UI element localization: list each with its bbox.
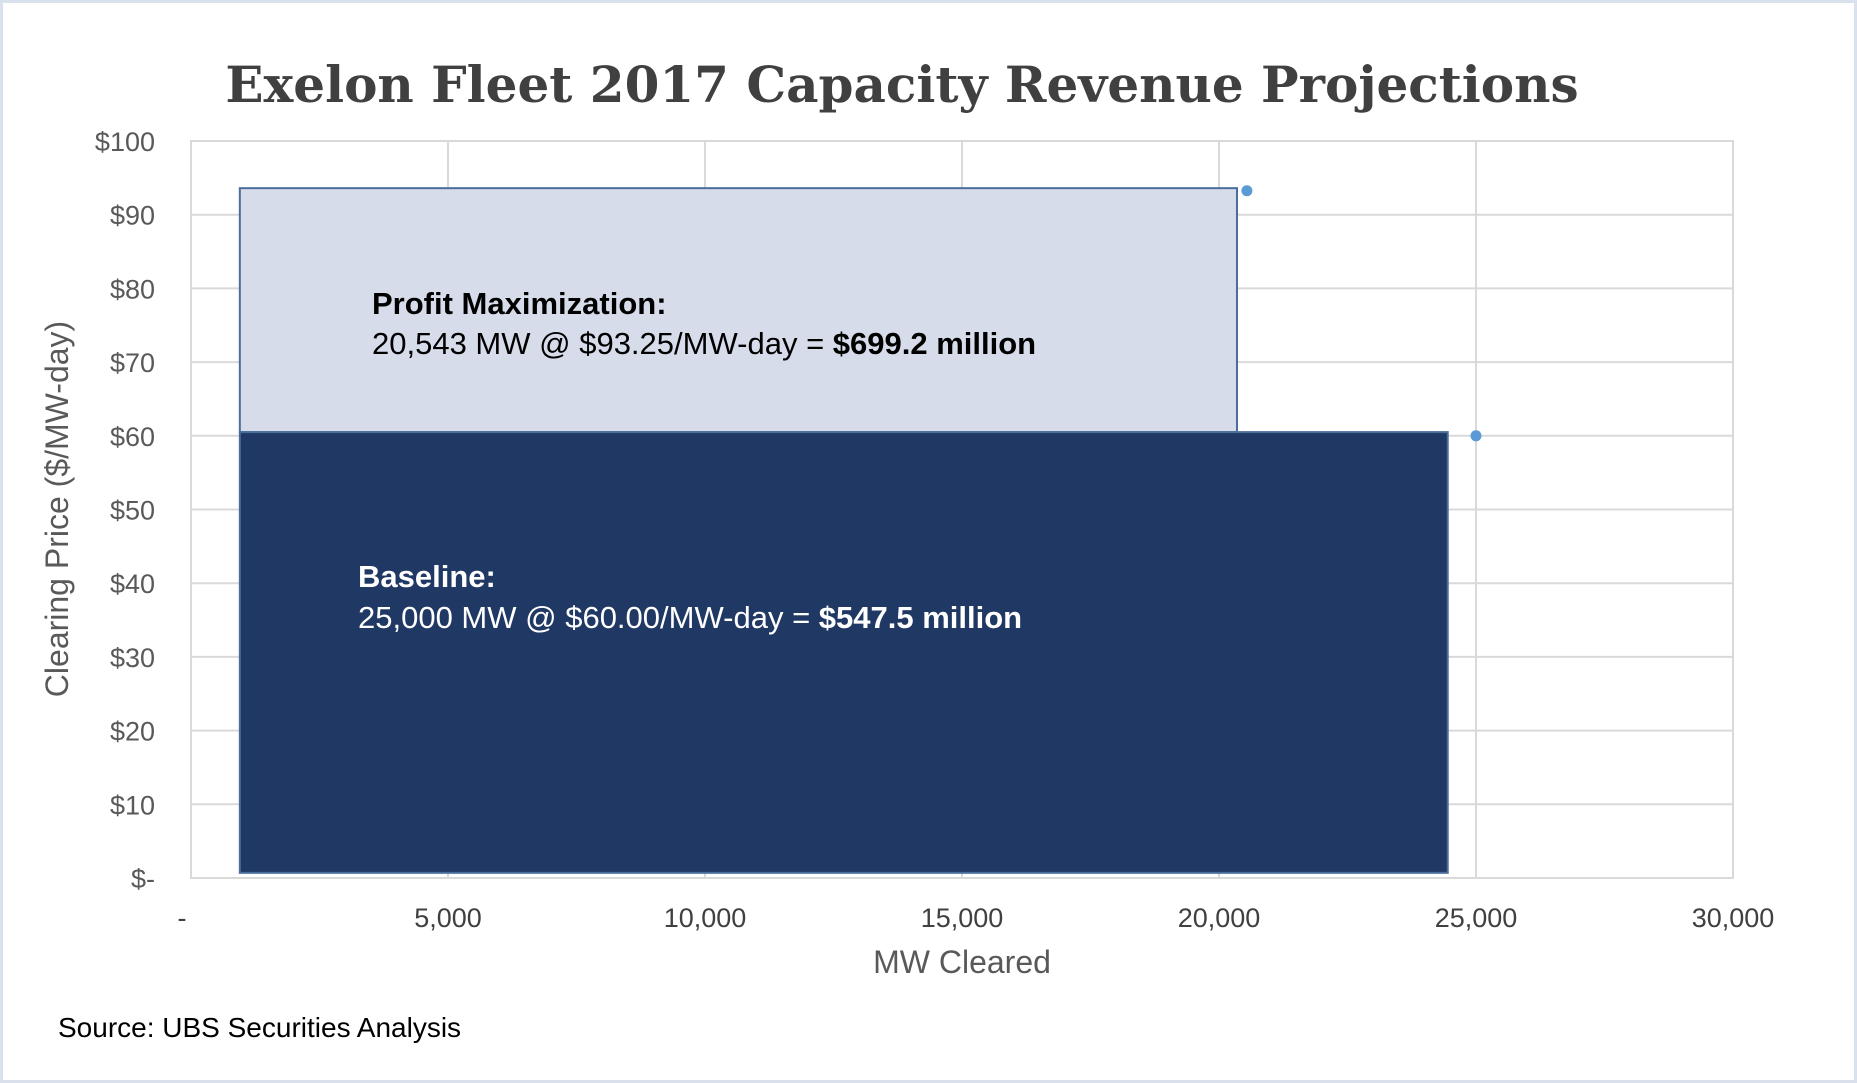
- x-tick-label: 15,000: [921, 903, 1004, 933]
- bar-baseline: [238, 431, 1449, 874]
- x-tick-label: 30,000: [1692, 903, 1775, 933]
- x-tick-label: 20,000: [1178, 903, 1261, 933]
- annotation-baseline-value: $547.5 million: [819, 600, 1022, 635]
- annotation-profit-formula: 20,543 MW @ $93.25/MW-day =: [372, 326, 833, 361]
- x-tick-label: -: [178, 903, 187, 933]
- source-note: Source: UBS Securities Analysis: [58, 1012, 461, 1043]
- y-tick-label: $50: [110, 496, 155, 526]
- x-tick-label: 25,000: [1435, 903, 1518, 933]
- y-tick-label: $30: [110, 643, 155, 673]
- annotation-baseline-formula: 25,000 MW @ $60.00/MW-day =: [358, 600, 819, 635]
- y-axis-ticks: $- $10 $20 $30 $40 $50 $60 $70 $80 $90 $100: [95, 127, 155, 894]
- data-points: [1241, 185, 1482, 442]
- annotation-profit-value: $699.2 million: [833, 326, 1036, 361]
- y-tick-label: $60: [110, 422, 155, 452]
- y-tick-label: $40: [110, 569, 155, 599]
- annotation-profit-detail: 20,543 MW @ $93.25/MW-day = $699.2 milli…: [372, 326, 1036, 361]
- x-tick-label: 5,000: [414, 903, 482, 933]
- x-tick-label: 10,000: [664, 903, 747, 933]
- data-point-0: [1241, 185, 1253, 197]
- chart-title: Exelon Fleet 2017 Capacity Revenue Proje…: [225, 55, 1578, 114]
- bars: [238, 187, 1449, 874]
- annotation-profit-heading: Profit Maximization:: [372, 286, 667, 321]
- y-tick-label: $20: [110, 717, 155, 747]
- y-axis-title: Clearing Price ($/MW-day): [39, 321, 75, 697]
- x-axis-title: MW Cleared: [873, 944, 1051, 980]
- annotation-baseline-detail: 25,000 MW @ $60.00/MW-day = $547.5 milli…: [358, 600, 1022, 635]
- y-tick-label: $80: [110, 274, 155, 304]
- bar-profit-maximization: [238, 187, 1238, 434]
- plot-area: [190, 140, 1734, 879]
- x-axis-ticks: - 5,000 10,000 15,000 20,000 25,000 30,000: [178, 903, 1775, 933]
- data-point-1: [1470, 430, 1482, 442]
- y-tick-label: $70: [110, 348, 155, 378]
- y-tick-label: $90: [110, 201, 155, 231]
- y-tick-label: $-: [131, 864, 155, 894]
- annotation-baseline-heading: Baseline:: [358, 559, 496, 594]
- y-tick-label: $10: [110, 790, 155, 820]
- y-tick-label: $100: [95, 127, 155, 157]
